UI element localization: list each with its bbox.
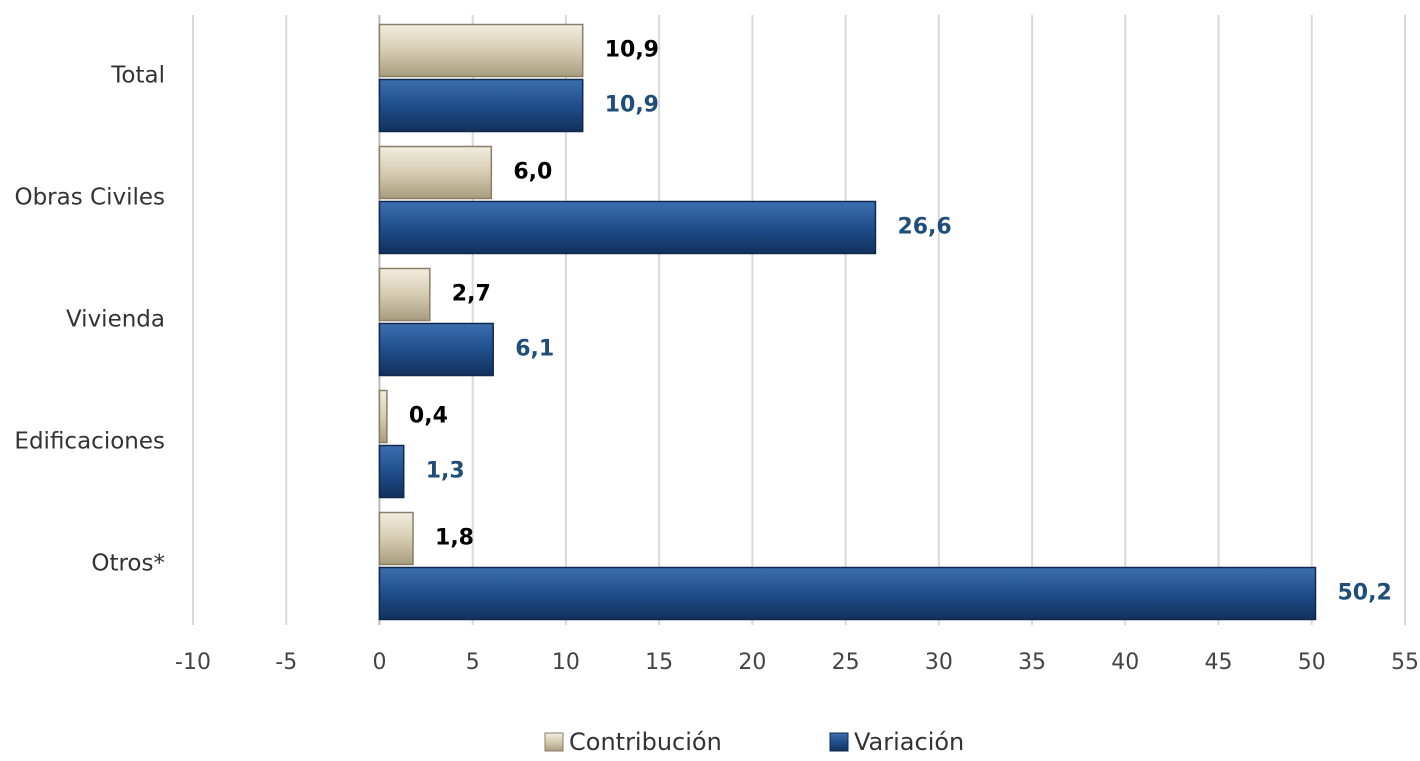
value-label: 1,8 — [435, 526, 474, 551]
category-label: Vivienda — [66, 307, 165, 333]
value-label: 6,1 — [515, 337, 554, 362]
value-label: 10,9 — [605, 93, 659, 118]
category-label: Edificaciones — [14, 429, 165, 455]
x-tick-label: 0 — [372, 650, 386, 675]
x-tick-label: 15 — [645, 650, 673, 675]
bar — [378, 322, 494, 377]
value-label: 10,9 — [605, 38, 659, 63]
bar — [378, 23, 584, 78]
category-label: Obras Civiles — [14, 185, 165, 211]
x-tick-label: 35 — [1018, 650, 1046, 675]
x-tick-label: 40 — [1111, 650, 1139, 675]
x-tick-label: -10 — [175, 650, 211, 675]
value-label: 1,3 — [426, 459, 465, 484]
value-label: 6,0 — [513, 160, 552, 185]
bar — [378, 78, 584, 133]
x-tick-label: 5 — [466, 650, 480, 675]
bar — [378, 566, 1317, 621]
x-tick-label: 25 — [832, 650, 860, 675]
category-label: Otros* — [91, 551, 165, 577]
bar — [378, 389, 388, 444]
legend-swatch — [544, 732, 564, 752]
x-tick-label: 10 — [552, 650, 580, 675]
x-tick-label: 20 — [738, 650, 766, 675]
x-tick-label: -5 — [275, 650, 297, 675]
value-label: 0,4 — [409, 404, 448, 429]
category-label: Total — [110, 63, 165, 89]
x-tick-label: 30 — [925, 650, 953, 675]
x-tick-label: 45 — [1205, 650, 1233, 675]
x-tick-label: 55 — [1391, 650, 1419, 675]
bar — [378, 511, 414, 566]
value-label: 26,6 — [897, 215, 951, 240]
legend-label: Contribución — [569, 728, 722, 756]
x-tick-label: 50 — [1298, 650, 1326, 675]
value-label: 50,2 — [1337, 581, 1391, 606]
bar — [378, 145, 493, 200]
bar — [378, 444, 405, 499]
value-label: 2,7 — [452, 282, 491, 307]
legend-swatch — [829, 732, 849, 752]
bar — [378, 267, 431, 322]
legend-label: Variación — [854, 728, 964, 756]
bar — [378, 200, 877, 255]
